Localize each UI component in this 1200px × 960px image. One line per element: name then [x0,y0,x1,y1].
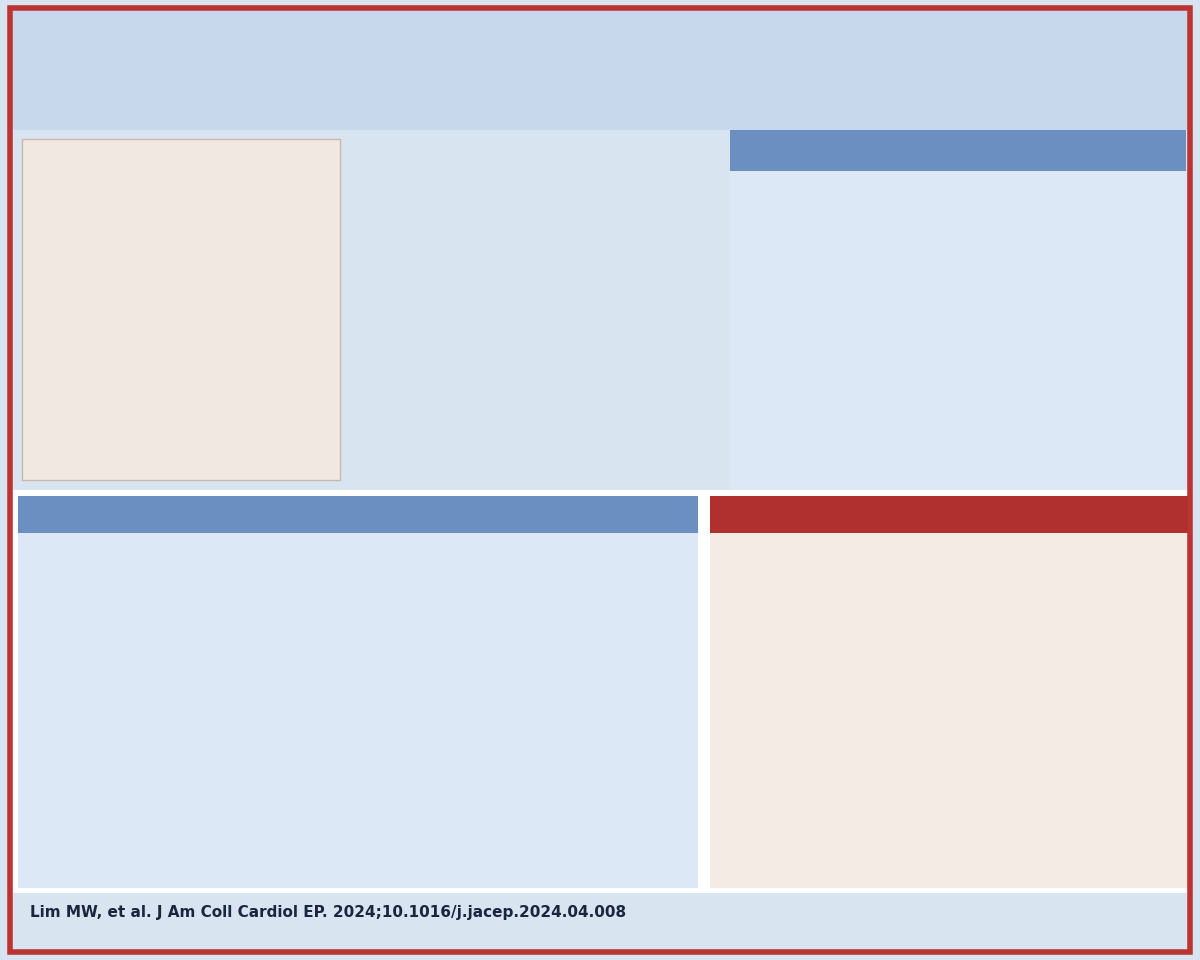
Bar [881,744,910,818]
Text: P = 0.386: P = 0.386 [887,522,949,536]
Bar [1030,816,1058,818]
Text: 47: 47 [1135,708,1152,721]
Text: 19: 19 [936,764,953,777]
Bar [829,390,887,456]
Bar [781,591,810,818]
Text: P = 0.019: P = 0.019 [443,856,508,870]
Bar [830,702,859,818]
Text: 1: 1 [1090,800,1098,813]
Text: P < 0.001: P < 0.001 [260,856,325,870]
Bar [526,604,607,806]
Text: Impact of Posterior Wall Isolation During AF: Impact of Posterior Wall Isolation Durin… [336,22,845,41]
Bar [1080,816,1109,818]
Text: Mean Follow-Up 6.4 Years: Mean Follow-Up 6.4 Years [88,249,274,263]
Text: 214 Patients: 214 Patients [134,405,227,420]
Text: P < 0.005: P < 0.005 [1007,522,1069,536]
Text: RSPV: RSPV [402,206,438,219]
Text: 246 LA Flutter Procedures in: 246 LA Flutter Procedures in [77,361,284,375]
Text: 37: 37 [887,728,904,741]
Text: CENTRAL ILLUSTRATION:: CENTRAL ILLUSTRATION: [31,22,311,41]
Text: 113: 113 [784,575,808,588]
Text: 82%: 82% [1080,242,1116,257]
Text: MA: MA [629,395,652,407]
Text: 4,783 Patients: 4,783 Patients [128,207,233,223]
Bar [930,780,959,818]
Text: 1: 1 [1040,800,1049,813]
Bar [980,812,1009,818]
Bar [1069,261,1127,456]
Text: 35%: 35% [960,354,996,370]
Text: 3%: 3% [190,742,215,757]
Text: AT Type: AT Type [914,506,986,523]
Text: Left Atrial Flutter: Left Atrial Flutter [31,110,230,129]
Text: 13%: 13% [547,587,584,601]
Bar [1129,724,1158,818]
Text: Gap-Related Re-Entry: Gap-Related Re-Entry [857,141,1058,159]
Bar [949,372,1007,456]
Text: 5,619 AF Ablation Procedures in: 5,619 AF Ablation Procedures in [64,163,298,178]
Text: Lim MW, et al. J Am Coll Cardiol EP. 2024;10.1016/j.jacep.2024.04.008: Lim MW, et al. J Am Coll Cardiol EP. 202… [30,905,626,921]
Text: Ablation on the Incidence of: Ablation on the Incidence of [31,66,353,85]
Text: 58: 58 [836,685,853,699]
Text: 28%: 28% [840,371,876,386]
Text: 3: 3 [990,796,998,809]
Text: Incidence of LA Flutter: Incidence of LA Flutter [252,506,464,523]
Text: RIPV: RIPV [388,287,419,300]
Text: 6%: 6% [371,695,397,710]
Bar [161,759,242,806]
Bar [343,713,425,806]
